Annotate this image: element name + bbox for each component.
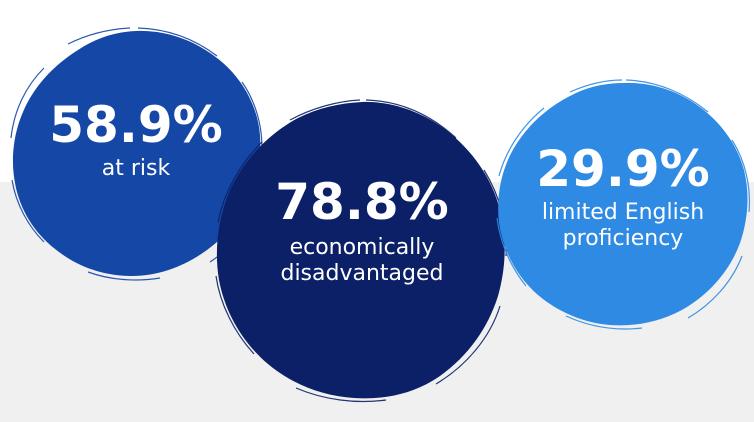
stat-label-line-2: proficiency <box>562 226 684 251</box>
stat-label-line-1: limited English <box>541 199 705 225</box>
stat-label-line-1: economically <box>289 234 435 260</box>
circle-rough-edge <box>496 79 751 330</box>
stat-label-line-2: disadvantaged <box>280 261 444 286</box>
stat-content: 78.8% economically disadvantaged <box>275 177 448 288</box>
stat-content: 29.9% limited English proficiency <box>536 144 709 253</box>
stat-content: 58.9% at risk <box>49 100 222 182</box>
circle-fill <box>498 82 748 326</box>
brush-circle-shape <box>10 27 263 281</box>
circle-fill <box>12 30 261 276</box>
brush-circle-shape <box>496 79 751 330</box>
stat-circle-economically-disadvantaged: 78.8% economically disadvantaged <box>215 99 508 403</box>
stat-circle-at-risk: 58.9% at risk <box>10 27 263 281</box>
stat-value: 29.9% <box>536 139 710 198</box>
circle-fill <box>216 101 505 399</box>
stat-circle-limited-english-proficiency: 29.9% limited English proficiency <box>496 79 751 330</box>
stat-value: 58.9% <box>49 95 223 154</box>
stat-value: 78.8% <box>275 172 449 231</box>
stat-label: at risk <box>101 155 171 181</box>
